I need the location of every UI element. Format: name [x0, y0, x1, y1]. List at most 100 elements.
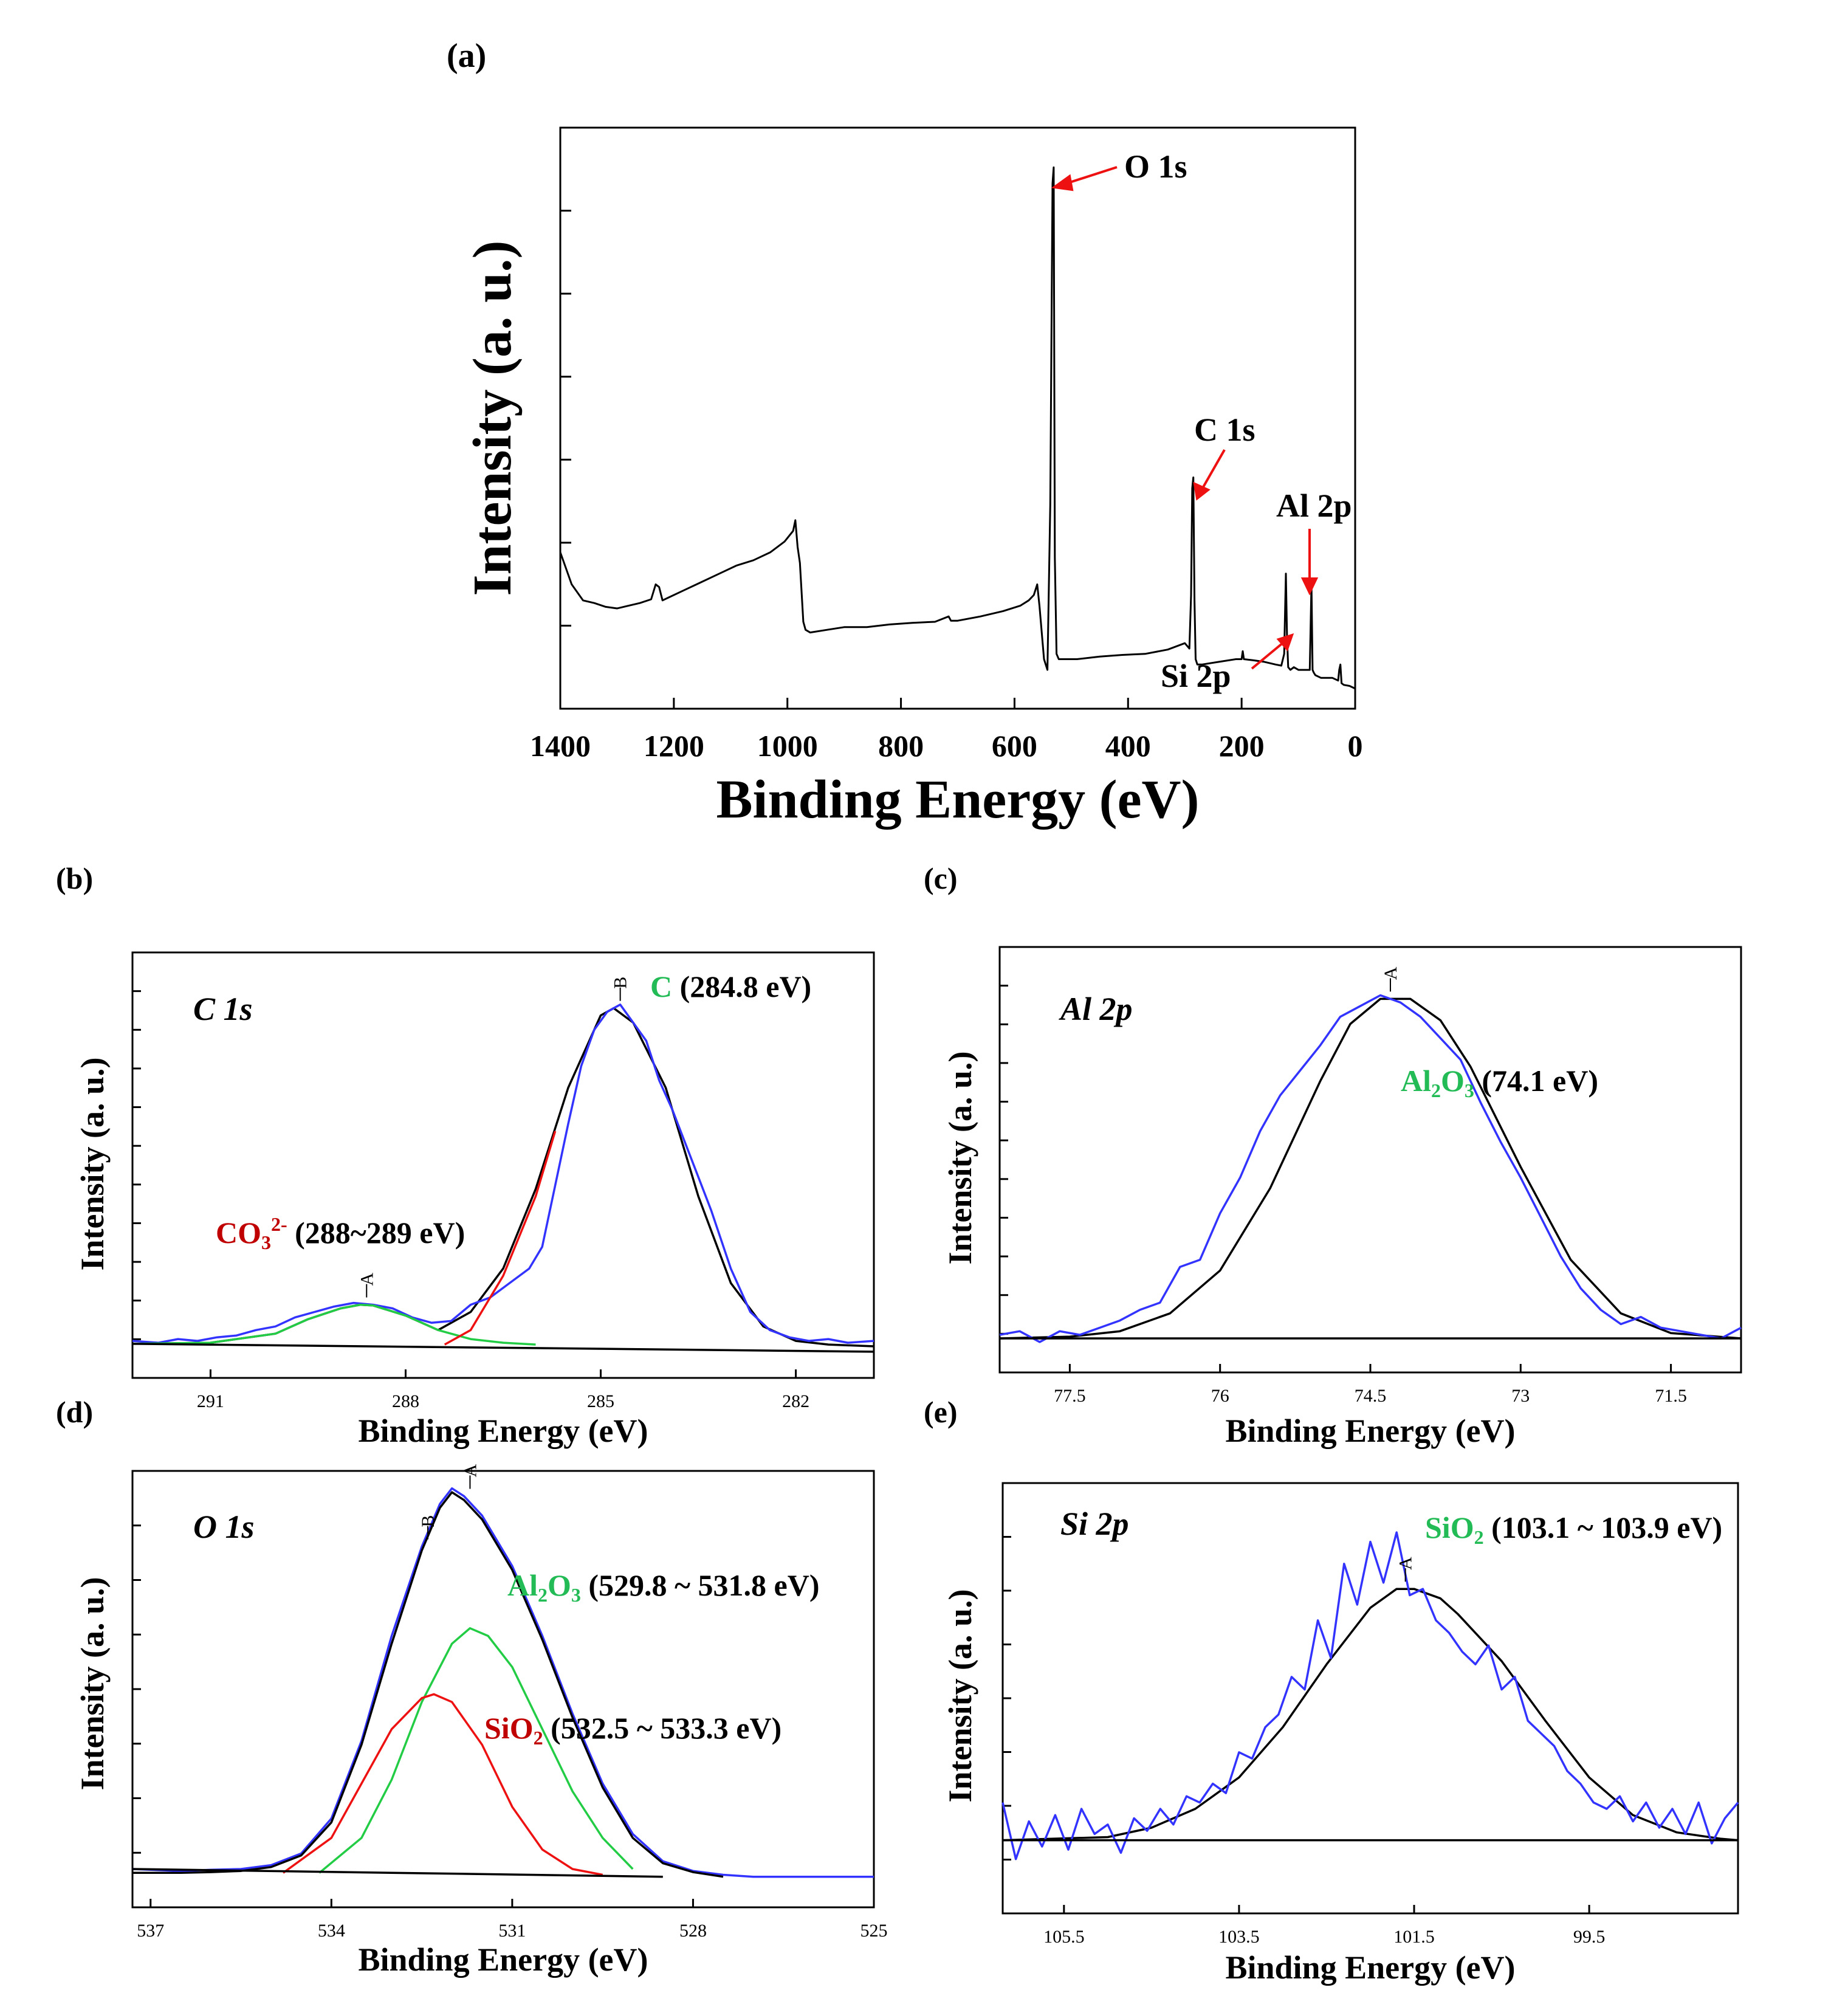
peak-label-co3-superscript: 2-: [271, 1213, 287, 1235]
panel-b-tick-labels: 291 288 285 282: [197, 1391, 809, 1411]
panel-c-peak-markers: A: [1381, 966, 1401, 992]
arrowhead-si2p: [1276, 633, 1294, 652]
panel-c-title: Al 2p: [1059, 991, 1133, 1027]
panel-d-ylabel: Intensity (a. u.): [74, 1577, 111, 1790]
peak-label-al2o3-sub2: 2: [1431, 1079, 1441, 1101]
x-tick-label: 200: [1219, 729, 1265, 763]
peak-label-co3-subscript: 3: [261, 1231, 271, 1253]
x-tick-label: 537: [137, 1921, 164, 1941]
arrow-si2p: [1251, 638, 1288, 670]
peak-marker-b: B: [611, 977, 631, 989]
panel-e-frame: [1001, 1482, 1739, 1915]
arrowhead-c1s: [1193, 481, 1211, 501]
x-tick-label: 105.5: [1043, 1927, 1085, 1947]
panel-b-frame: [131, 951, 875, 1379]
peak-label-d-sio2-sub2: 2: [534, 1727, 543, 1749]
series-fitted-envelope: [1002, 1588, 1739, 1842]
panel-b-peak-markers: AB: [357, 977, 631, 1298]
peak-label-d-al2o3: Al2O3 (529.8 ~ 531.8 eV): [507, 1568, 820, 1606]
panel-b-xlabel: Binding Energy (eV): [358, 1413, 648, 1449]
panel-c-series: [999, 994, 1742, 1343]
panel-a-frame: [559, 126, 1356, 710]
panel-c-ticks: [1000, 985, 1672, 1372]
panel-e-label: (e): [924, 1395, 958, 1429]
x-tick-label: 99.5: [1573, 1927, 1606, 1947]
peak-label-c-energy: (284.8 eV): [672, 969, 811, 1004]
series-fitted-envelope: [132, 1007, 874, 1348]
panel-b: (b) 291 288 285 282 C 1s Binding Energy (eV…: [56, 861, 875, 1449]
x-tick-label: 400: [1105, 729, 1151, 763]
panel-d-ticks: [132, 1524, 875, 1907]
x-tick-label: 525: [860, 1921, 888, 1941]
x-tick-label: 534: [318, 1921, 345, 1941]
panel-e-title: Si 2p: [1060, 1506, 1129, 1542]
x-tick-label: 600: [992, 729, 1037, 763]
peak-label-d-al2o3-sub2: 2: [538, 1584, 548, 1606]
panel-b-title: C 1s: [193, 991, 253, 1027]
x-tick-label: 101.5: [1393, 1927, 1435, 1947]
x-tick-label: 1000: [757, 729, 818, 763]
x-tick-label: 71.5: [1655, 1386, 1687, 1406]
x-tick-label: 76: [1211, 1386, 1229, 1406]
x-tick-label: 282: [782, 1391, 809, 1411]
series-al2o3-component: [318, 1627, 634, 1874]
panel-e-xlabel: Binding Energy (eV): [1225, 1949, 1515, 1986]
panel-b-label: (b): [56, 861, 93, 895]
panel-a-xlabel: Binding Energy (eV): [716, 769, 1199, 830]
panel-d-xlabel: Binding Energy (eV): [358, 1941, 648, 1978]
x-tick-label: 73: [1511, 1386, 1530, 1406]
peak-label-al2o3: Al2O3 (74.1 eV): [1401, 1064, 1598, 1101]
panel-b-ticks: [132, 990, 797, 1378]
series-survey: [559, 166, 1356, 690]
peak-label-d-al2o3-sub3: 3: [571, 1584, 581, 1606]
panel-a-tick-labels: 1400 1200 1000 800 600 400 200 0: [530, 729, 1363, 763]
peak-label-e-sio2-sub2: 2: [1474, 1526, 1484, 1548]
x-tick-label: 1400: [530, 729, 591, 763]
series-background: [132, 1343, 874, 1353]
x-tick-label: 74.5: [1355, 1386, 1387, 1406]
x-tick-label: 285: [587, 1391, 614, 1411]
panel-b-series: [132, 1004, 874, 1353]
annotation-al2p: Al 2p: [1276, 487, 1352, 524]
series-c-component: [444, 1131, 557, 1346]
peak-label-al2o3-energy: (74.1 eV): [1474, 1064, 1598, 1098]
x-tick-label: 528: [679, 1921, 707, 1941]
x-tick-label: 291: [197, 1391, 224, 1411]
panel-a-series: [559, 166, 1356, 690]
peak-marker-b: B: [418, 1515, 438, 1527]
peak-label-d-al2o3-o: O: [548, 1568, 571, 1602]
x-tick-label: 1200: [644, 729, 704, 763]
panel-a-ticks: [559, 210, 1356, 709]
peak-label-e-sio2-species: SiO: [1425, 1510, 1474, 1544]
panel-d-tick-labels: 537 534 531 528 525: [137, 1921, 887, 1941]
panel-c-xlabel: Binding Energy (eV): [1225, 1413, 1515, 1449]
x-tick-label: 800: [878, 729, 924, 763]
peak-label-co3: CO32- (288~289 eV): [216, 1213, 465, 1253]
panel-e-ticks: [1003, 1536, 1590, 1913]
series-raw-data: [132, 1004, 874, 1344]
panel-d: (d) 537 534 531 528 525 O 1s Binding Energy …: [56, 1395, 888, 1978]
peak-marker-a: A: [357, 1272, 377, 1286]
panel-d-title: O 1s: [193, 1509, 255, 1545]
series-fitted-envelope: [999, 997, 1742, 1340]
series-fitted-envelope: [132, 1491, 724, 1878]
peak-label-al2o3-al: Al: [1401, 1064, 1431, 1098]
peak-label-e-sio2: SiO2 (103.1 ~ 103.9 eV): [1425, 1510, 1722, 1548]
panel-a-annotations: O 1s C 1s Al 2p Si 2p: [1051, 148, 1352, 694]
annotation-c1s: C 1s: [1194, 411, 1255, 448]
series-raw-data: [132, 1487, 874, 1878]
peak-label-e-sio2-energy: (103.1 ~ 103.9 eV): [1484, 1510, 1723, 1544]
arrow-c1s: [1199, 449, 1226, 493]
peak-label-d-al2o3-energy: (529.8 ~ 531.8 eV): [581, 1568, 820, 1602]
peak-label-al2o3-o: O: [1441, 1064, 1465, 1098]
panel-e-ylabel: Intensity (a. u.): [942, 1589, 978, 1802]
series-co3-2-component: [132, 1303, 536, 1346]
arrowhead-al2p: [1300, 577, 1319, 596]
panel-c-tick-labels: 77.5 76 74.5 73 71.5: [1054, 1386, 1687, 1406]
peak-label-d-sio2: SiO2 (532.5 ~ 533.3 eV): [484, 1711, 781, 1749]
peak-label-al2o3-sub3: 3: [1465, 1079, 1474, 1101]
annotation-o1s: O 1s: [1124, 148, 1187, 185]
series-background: [132, 1868, 663, 1878]
panel-b-ylabel: Intensity (a. u.): [74, 1057, 111, 1270]
